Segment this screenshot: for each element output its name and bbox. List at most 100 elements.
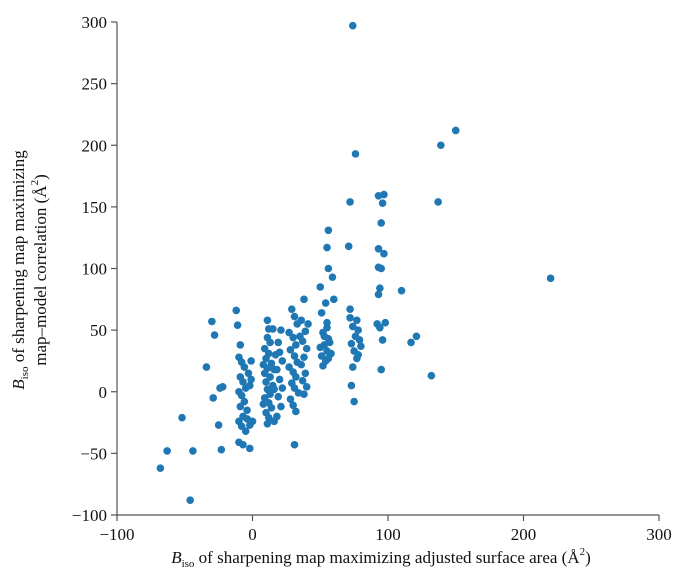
x-tick-label: −100: [99, 525, 134, 544]
data-point: [247, 357, 255, 365]
data-point: [289, 333, 297, 342]
data-point: [354, 326, 362, 334]
data-point: [300, 353, 308, 362]
data-point: [286, 395, 295, 403]
data-point: [262, 354, 270, 363]
data-point: [273, 365, 281, 374]
data-point: [451, 126, 460, 135]
data-point: [297, 316, 306, 325]
x-tick-label: 0: [248, 525, 257, 544]
data-point: [374, 244, 383, 253]
data-point: [292, 373, 300, 381]
data-point: [274, 392, 283, 401]
data-point: [248, 417, 257, 426]
data-point: [317, 309, 326, 317]
data-point: [325, 338, 334, 347]
data-point: [376, 323, 384, 332]
x-axis-title-symbol: B: [171, 548, 182, 567]
data-point: [374, 290, 383, 299]
data-point: [296, 332, 304, 341]
data-point: [236, 341, 245, 349]
data-point: [289, 401, 297, 410]
data-point: [236, 402, 245, 411]
data-point: [407, 338, 415, 347]
data-point: [286, 346, 295, 354]
data-point: [351, 150, 360, 158]
data-point: [397, 286, 406, 295]
data-point: [210, 331, 219, 339]
data-point: [277, 326, 285, 334]
y-axis-title-close: ): [31, 174, 50, 180]
data-point: [377, 219, 386, 227]
data-point: [240, 363, 249, 371]
data-points: [156, 21, 555, 505]
y-axis-title: Biso of sharpening map maximizing map–mo…: [9, 150, 50, 390]
data-point: [233, 321, 242, 329]
data-point: [269, 325, 277, 333]
data-point: [290, 352, 299, 360]
data-point: [202, 363, 211, 371]
data-point: [434, 198, 442, 206]
data-point: [163, 447, 171, 455]
data-point: [323, 243, 331, 252]
data-point: [298, 376, 307, 385]
data-point: [380, 249, 388, 258]
data-point: [304, 320, 312, 328]
y-tick-label: 250: [82, 75, 108, 94]
data-point: [355, 336, 364, 344]
data-point: [262, 378, 270, 386]
data-point: [218, 383, 227, 391]
data-point: [239, 440, 247, 449]
data-point: [263, 419, 272, 428]
y-tick-label: −100: [72, 506, 107, 525]
data-point: [344, 242, 353, 251]
data-point: [245, 381, 254, 390]
data-point: [354, 350, 362, 359]
data-point: [378, 199, 387, 207]
data-point: [239, 378, 247, 386]
data-point: [259, 360, 268, 369]
y-axis-title-line1: Biso of sharpening map maximizing: [9, 150, 31, 390]
x-axis-title-close: ): [585, 548, 591, 567]
data-point: [267, 403, 276, 412]
data-point: [319, 362, 327, 370]
data-point: [347, 339, 356, 348]
x-tick-label: 200: [511, 525, 537, 544]
y-tick-label: −50: [80, 444, 107, 463]
data-point: [377, 264, 386, 273]
data-point: [427, 371, 436, 380]
y-axis-title-subscript: iso: [19, 366, 31, 379]
y-tick-label: 300: [82, 13, 108, 32]
x-tick-label: 100: [375, 525, 401, 544]
y-axis-title-line1-text: of sharpening map maximizing: [9, 150, 28, 367]
data-point: [348, 322, 357, 331]
data-point: [208, 317, 216, 326]
data-point: [346, 198, 354, 206]
data-point: [350, 397, 358, 406]
data-point: [323, 323, 331, 332]
data-point: [209, 394, 218, 402]
x-axis-ticks: −100 0 100 200 300: [99, 515, 672, 544]
data-point: [275, 348, 284, 357]
data-point: [437, 141, 445, 150]
data-point: [273, 412, 281, 421]
data-point: [320, 332, 329, 341]
x-tick-label: 300: [646, 525, 672, 544]
y-tick-label: 50: [90, 321, 107, 340]
data-point: [302, 344, 311, 353]
data-point: [300, 295, 308, 304]
data-point: [217, 445, 226, 454]
data-point: [378, 336, 387, 344]
data-point: [300, 390, 308, 399]
data-point: [232, 306, 241, 315]
data-point: [301, 327, 310, 336]
data-point: [292, 407, 300, 416]
data-point: [186, 496, 194, 505]
data-point: [376, 284, 384, 293]
data-point: [357, 342, 365, 350]
x-axis-title-text: of sharpening map maximizing adjusted su…: [194, 548, 580, 567]
data-point: [278, 357, 287, 365]
data-point: [347, 381, 356, 390]
x-axis-title: Biso of sharpening map maximizing adjust…: [171, 546, 591, 570]
